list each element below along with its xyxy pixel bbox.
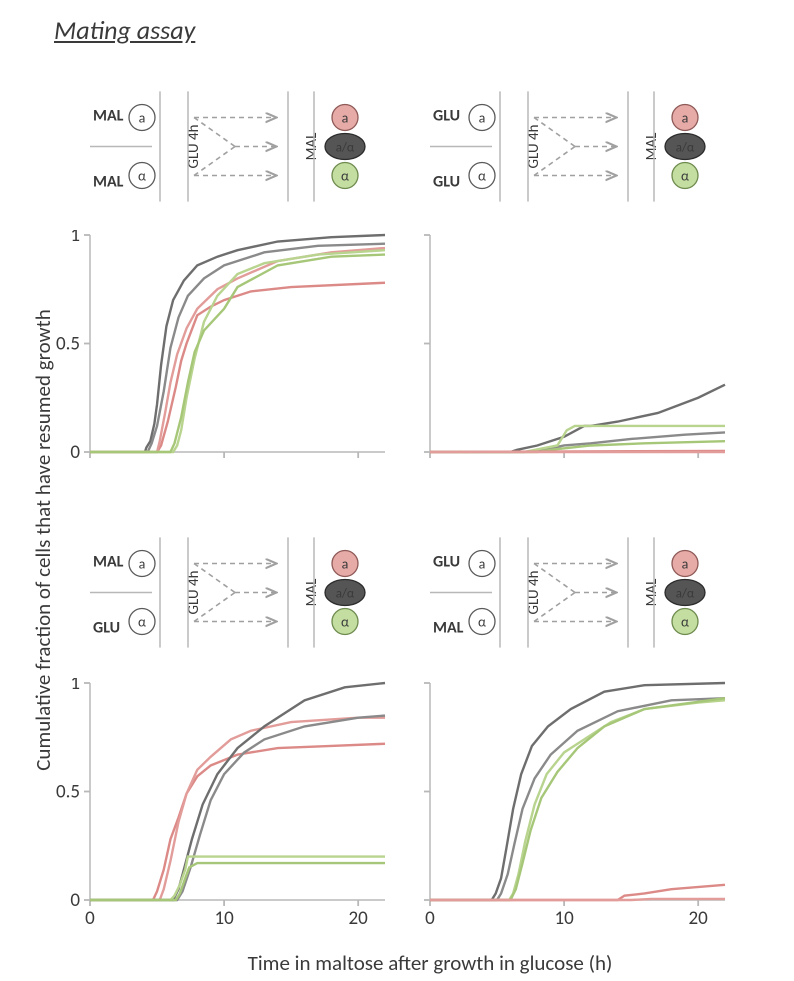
svg-text:GLU: GLU <box>433 107 460 126</box>
svg-text:0.5: 0.5 <box>56 781 80 804</box>
svg-text:0.5: 0.5 <box>56 333 80 356</box>
svg-text:α: α <box>478 168 486 185</box>
svg-text:a: a <box>139 110 146 127</box>
svg-text:a/α: a/α <box>336 587 355 602</box>
svg-text:20: 20 <box>689 907 709 930</box>
svg-text:a/α: a/α <box>336 141 355 156</box>
svg-text:MAL: MAL <box>93 173 124 192</box>
x-axis-label: Time in maltose after growth in glucose … <box>80 950 780 976</box>
svg-text:a/α: a/α <box>676 587 695 602</box>
svg-text:MAL: MAL <box>93 553 124 572</box>
svg-text:a: a <box>682 110 689 127</box>
svg-text:0: 0 <box>70 441 80 464</box>
svg-text:a/α: a/α <box>676 141 695 156</box>
svg-text:a: a <box>139 556 146 573</box>
svg-text:MAL: MAL <box>643 132 661 161</box>
svg-text:α: α <box>681 168 689 185</box>
schematic: GLUMALaαGLU 4hMALaa/αα <box>430 520 725 665</box>
figure-title: Mating assay <box>54 14 195 46</box>
svg-text:α: α <box>341 168 349 185</box>
svg-text:α: α <box>138 614 146 631</box>
svg-text:a: a <box>682 556 689 573</box>
svg-text:a: a <box>342 556 349 573</box>
svg-text:0: 0 <box>85 907 95 930</box>
svg-text:GLU: GLU <box>433 553 460 572</box>
figure-root: Mating assay Cumulative fraction of cell… <box>0 0 794 981</box>
svg-text:1: 1 <box>70 678 80 695</box>
svg-text:a: a <box>479 110 486 127</box>
svg-text:20: 20 <box>349 907 369 930</box>
svg-text:GLU: GLU <box>433 173 460 192</box>
svg-text:MAL: MAL <box>433 619 464 638</box>
plot <box>388 230 733 487</box>
svg-text:MAL: MAL <box>303 578 321 607</box>
schematic: MALGLUaαGLU 4hMALaa/αα <box>90 520 385 665</box>
svg-text:α: α <box>681 614 689 631</box>
svg-text:0: 0 <box>425 907 435 930</box>
svg-text:MAL: MAL <box>643 578 661 607</box>
plot: 00.51 <box>48 230 393 487</box>
svg-text:MAL: MAL <box>303 132 321 161</box>
plot: 0 10 20 0 0.5 1 <box>48 678 393 935</box>
plot: 0 10 20 <box>388 678 733 935</box>
svg-text:α: α <box>341 614 349 631</box>
svg-text:GLU: GLU <box>93 619 120 638</box>
svg-text:0: 0 <box>70 889 80 912</box>
schematic: GLUGLUaαGLU 4hMALaa/αα <box>430 74 725 219</box>
svg-text:a: a <box>479 556 486 573</box>
svg-text:10: 10 <box>554 907 574 930</box>
svg-text:α: α <box>138 168 146 185</box>
schematic: MALMALaαGLU 4hMALaa/αα <box>90 74 385 219</box>
svg-text:10: 10 <box>214 907 234 930</box>
svg-text:1: 1 <box>70 230 80 247</box>
svg-text:MAL: MAL <box>93 107 124 126</box>
svg-text:α: α <box>478 614 486 631</box>
svg-text:a: a <box>342 110 349 127</box>
